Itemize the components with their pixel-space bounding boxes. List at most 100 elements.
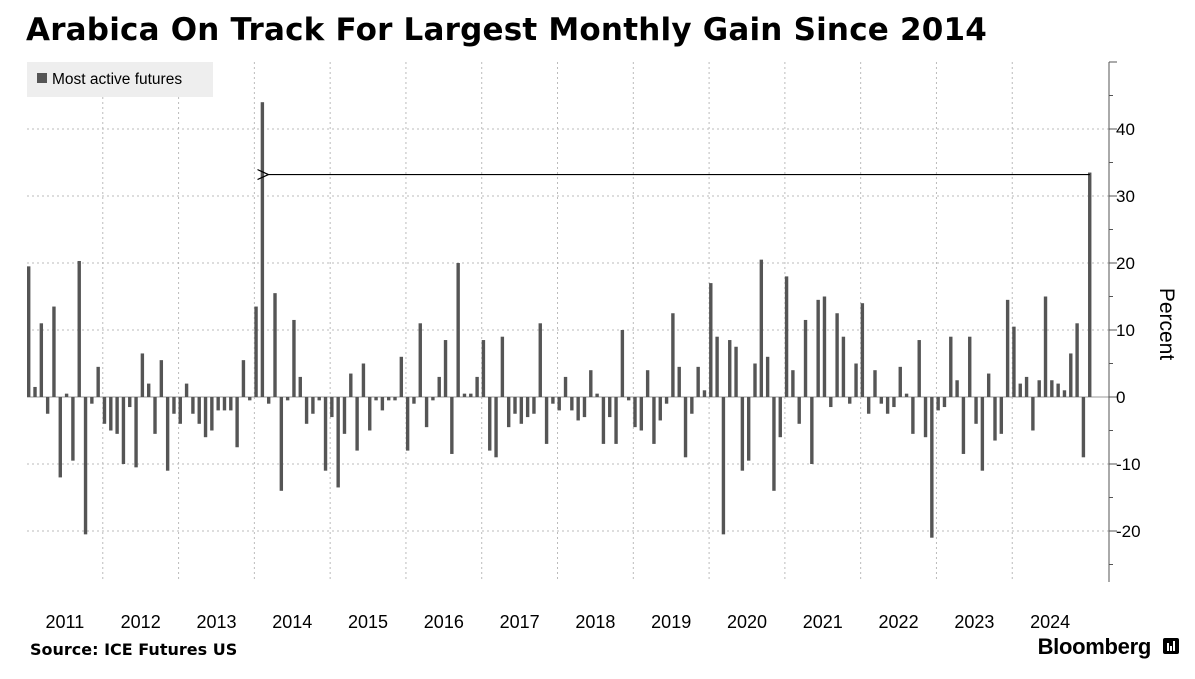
y-tick-label: 30 bbox=[1116, 187, 1135, 206]
bar bbox=[1062, 390, 1067, 397]
x-tick-label: 2022 bbox=[879, 612, 919, 632]
bar bbox=[652, 397, 656, 444]
x-tick-label: 2016 bbox=[424, 612, 464, 632]
bar bbox=[27, 266, 31, 397]
bar bbox=[191, 397, 195, 414]
y-tick-label: 20 bbox=[1116, 254, 1135, 273]
bar bbox=[317, 397, 321, 401]
bar bbox=[765, 356, 770, 397]
x-tick-label: 2018 bbox=[575, 612, 615, 632]
bar bbox=[728, 340, 732, 397]
bar bbox=[153, 397, 157, 434]
bar bbox=[866, 397, 871, 414]
bar bbox=[71, 397, 75, 461]
bar bbox=[52, 306, 56, 397]
bar bbox=[721, 397, 726, 535]
bar bbox=[974, 397, 978, 424]
bar bbox=[848, 397, 852, 404]
bar bbox=[128, 397, 132, 408]
bar bbox=[500, 336, 505, 397]
bar bbox=[222, 397, 227, 411]
bar bbox=[683, 397, 688, 458]
bar bbox=[911, 397, 915, 434]
bar bbox=[1005, 299, 1010, 397]
bar bbox=[576, 397, 580, 421]
source-note: Source: ICE Futures US bbox=[30, 640, 238, 659]
bar bbox=[285, 397, 290, 401]
bar bbox=[437, 376, 441, 397]
bar bbox=[165, 397, 170, 471]
bar bbox=[1012, 326, 1016, 397]
bar bbox=[304, 397, 309, 424]
bar bbox=[601, 397, 606, 444]
bar bbox=[759, 259, 764, 397]
bar bbox=[33, 386, 37, 397]
bar bbox=[494, 397, 498, 458]
bar bbox=[885, 397, 890, 414]
bar bbox=[658, 397, 662, 421]
bar bbox=[746, 397, 751, 461]
x-tick-label: 2011 bbox=[46, 612, 85, 632]
bar bbox=[873, 370, 877, 397]
bar bbox=[380, 397, 385, 411]
bar bbox=[203, 397, 208, 438]
bar bbox=[361, 363, 366, 397]
bar bbox=[469, 393, 473, 397]
bar bbox=[986, 373, 991, 397]
bar bbox=[418, 323, 422, 397]
bar bbox=[639, 397, 644, 431]
bar bbox=[146, 383, 151, 397]
bar bbox=[898, 366, 902, 397]
bar bbox=[841, 336, 846, 397]
bar bbox=[298, 376, 302, 397]
bar bbox=[829, 397, 833, 408]
bar bbox=[90, 397, 94, 404]
bar bbox=[235, 397, 239, 448]
bar bbox=[626, 397, 631, 401]
bar bbox=[102, 397, 107, 424]
bar bbox=[930, 397, 934, 538]
bar bbox=[904, 393, 909, 397]
bar bbox=[1056, 383, 1060, 397]
bar bbox=[532, 397, 536, 414]
bar bbox=[734, 346, 738, 397]
bar bbox=[715, 336, 719, 397]
bar bbox=[140, 353, 145, 397]
bar bbox=[936, 397, 940, 411]
bar bbox=[279, 397, 284, 491]
bar bbox=[1031, 397, 1035, 431]
bar bbox=[709, 283, 713, 397]
bar bbox=[563, 376, 568, 397]
bar bbox=[620, 330, 625, 397]
bar bbox=[544, 397, 549, 444]
y-axis-label: Percent bbox=[1155, 288, 1178, 361]
bar bbox=[488, 397, 492, 451]
bar bbox=[589, 370, 593, 397]
legend-label: Most active futures bbox=[52, 71, 182, 88]
bar bbox=[557, 397, 561, 411]
x-tick-label: 2012 bbox=[121, 612, 161, 632]
bar bbox=[39, 323, 44, 397]
bar bbox=[772, 397, 776, 491]
bar bbox=[1043, 296, 1048, 397]
bar bbox=[822, 296, 827, 397]
bar bbox=[1081, 397, 1086, 458]
x-tick-label: 2024 bbox=[1030, 612, 1070, 632]
bar bbox=[961, 397, 966, 454]
bar bbox=[1037, 380, 1041, 397]
x-tick-label: 2015 bbox=[348, 612, 388, 632]
bar bbox=[797, 397, 801, 424]
bar bbox=[696, 366, 700, 397]
bar bbox=[538, 323, 542, 397]
bar bbox=[216, 397, 220, 411]
bar bbox=[159, 360, 164, 397]
bar bbox=[816, 299, 820, 397]
bloomberg-terminal-icon bbox=[1163, 638, 1179, 654]
bar bbox=[311, 397, 315, 414]
bar bbox=[791, 370, 795, 397]
bar bbox=[519, 397, 524, 424]
bar bbox=[134, 397, 138, 468]
bar bbox=[462, 393, 467, 397]
bar bbox=[431, 397, 435, 401]
